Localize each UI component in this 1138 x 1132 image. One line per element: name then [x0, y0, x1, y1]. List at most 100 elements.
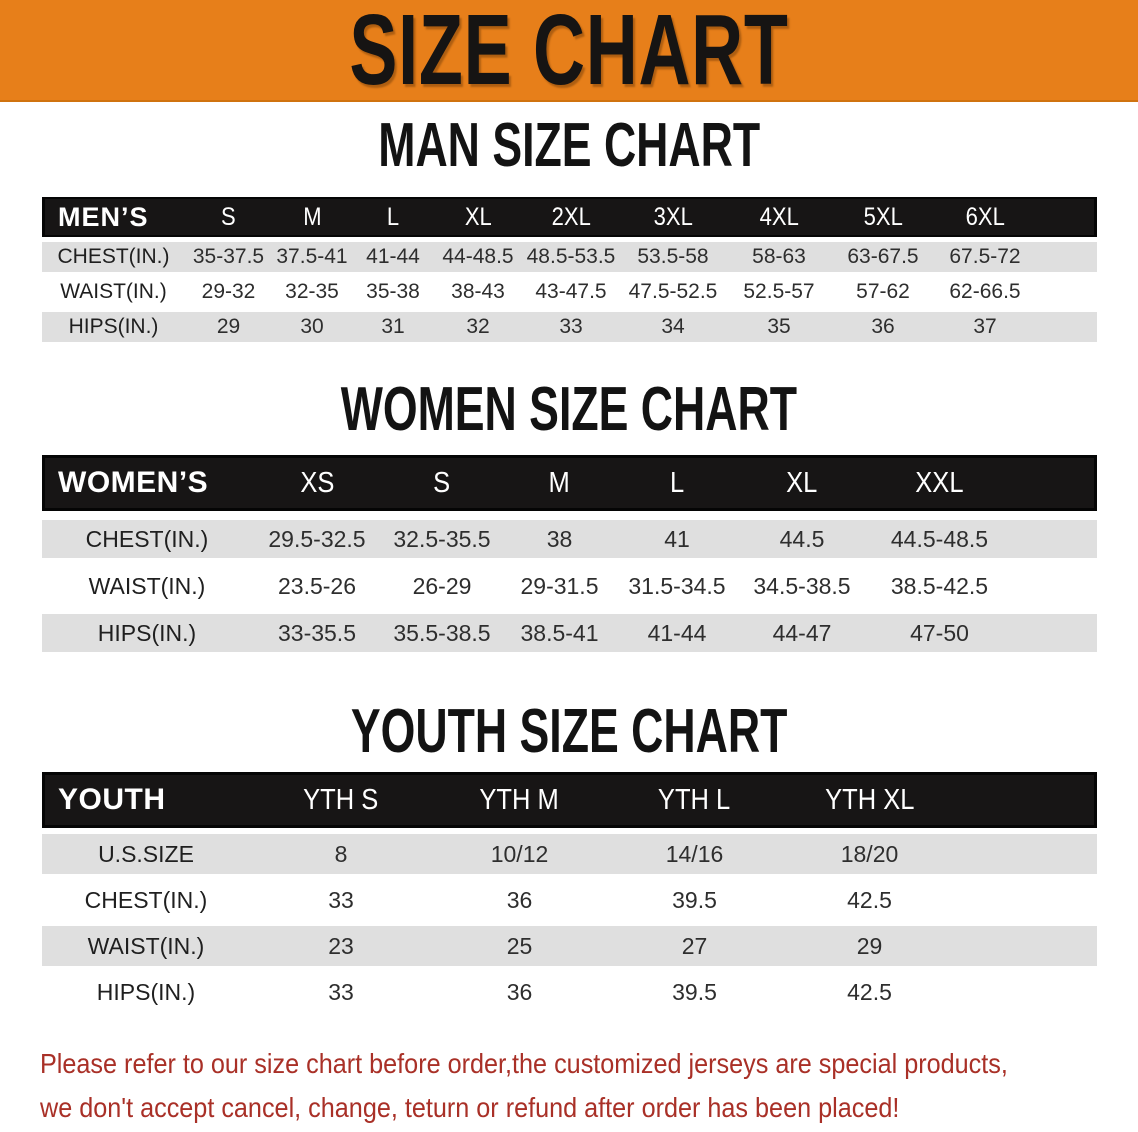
womens-table-label: WOMEN’S [42, 455, 252, 511]
size-value: 47-50 [867, 614, 1012, 652]
size-value: 36 [832, 312, 934, 342]
size-value: 63-67.5 [832, 242, 934, 272]
size-value: 29.5-32.5 [252, 520, 382, 558]
column-header-label: YTH L [658, 783, 731, 816]
mens-row-waist-in: WAIST(IN.) 29-32 32-35 35-38 38-43 43-47.5 47.… [42, 277, 1097, 307]
size-value: 58-63 [726, 242, 832, 272]
spacer-cell [1012, 520, 1097, 558]
size-value: 44.5-48.5 [867, 520, 1012, 558]
size-value: 39.5 [607, 880, 782, 920]
spacer-cell [957, 972, 1097, 1012]
size-value: 29 [185, 312, 272, 342]
size-value: 33 [250, 880, 432, 920]
size-value: 23.5-26 [252, 567, 382, 605]
size-value: 53.5-58 [620, 242, 726, 272]
mens-row-chest-in: CHEST(IN.) 35-37.5 37.5-41 41-44 44-48.5 48.5… [42, 242, 1097, 272]
row-label: WAIST(IN.) [42, 277, 185, 307]
size-value: 44-47 [737, 614, 867, 652]
disclaimer-line2-text: we don't accept cancel, change, teturn o… [40, 1092, 900, 1123]
disclaimer-line1-text: Please refer to our size chart before or… [40, 1048, 1008, 1079]
disclaimer-line2: we don't accept cancel, change, teturn o… [40, 1086, 1138, 1130]
size-value: 33 [522, 312, 620, 342]
spacer-cell [1036, 242, 1097, 272]
spacer-cell [1012, 567, 1097, 605]
row-label: CHEST(IN.) [42, 242, 185, 272]
size-value: 57-62 [832, 277, 934, 307]
size-value: 35.5-38.5 [382, 614, 502, 652]
banner: SIZE CHART [0, 0, 1138, 106]
size-value: 35 [726, 312, 832, 342]
column-header-label: S [433, 466, 451, 499]
column-header-label: L [669, 466, 685, 499]
column-header-label: YTH XL [824, 783, 915, 816]
column-header-xxl: XXL [867, 455, 1012, 511]
size-value: 33-35.5 [252, 614, 382, 652]
size-value: 29 [782, 926, 957, 966]
column-header-label: YTH M [479, 783, 560, 816]
column-header-5xl: 5XL [832, 197, 934, 237]
size-value: 31 [352, 312, 434, 342]
womens-size-table: WOMEN’S XS S M L XL XXL CHEST(IN.) 29.5-32.5 32.5… [42, 446, 1097, 661]
youth-row-hips-in: HIPS(IN.) 33 36 39.5 42.5 [42, 972, 1097, 1012]
size-value: 44-48.5 [434, 242, 522, 272]
size-value: 36 [432, 880, 607, 920]
disclaimer: Please refer to our size chart before or… [40, 1042, 1138, 1130]
column-header-3xl: 3XL [620, 197, 726, 237]
youth-section-heading: YOUTH SIZE CHART [0, 701, 1138, 763]
size-value: 8 [250, 834, 432, 874]
column-header-yth-l: YTH L [607, 772, 782, 828]
size-value: 44.5 [737, 520, 867, 558]
womens-size-table-container: WOMEN’S XS S M L XL XXL CHEST(IN.) 29.5-32.5 32.5… [42, 446, 1097, 661]
size-value: 18/20 [782, 834, 957, 874]
column-header-s: S [382, 455, 502, 511]
women-section-heading-text: WOMEN SIZE CHART [340, 375, 798, 444]
column-header-label: XL [786, 466, 818, 499]
spacer-cell [1012, 614, 1097, 652]
youth-row-waist-in: WAIST(IN.) 23 25 27 29 [42, 926, 1097, 966]
youth-table-label: YOUTH [42, 772, 250, 828]
size-value: 38 [502, 520, 617, 558]
size-value: 27 [607, 926, 782, 966]
size-value: 48.5-53.5 [522, 242, 620, 272]
size-value: 32-35 [272, 277, 352, 307]
size-value: 36 [432, 972, 607, 1012]
size-value: 38.5-41 [502, 614, 617, 652]
size-value: 67.5-72 [934, 242, 1036, 272]
spacer-cell [957, 772, 1097, 828]
man-section-heading: MAN SIZE CHART [0, 115, 1138, 177]
column-header-label: 6XL [965, 202, 1005, 231]
size-value: 42.5 [782, 972, 957, 1012]
women-section-heading: WOMEN SIZE CHART [0, 375, 1138, 444]
size-value: 37.5-41 [272, 242, 352, 272]
womens-row-hips-in: HIPS(IN.) 33-35.5 35.5-38.5 38.5-41 41-44 44-… [42, 614, 1097, 652]
youth-header-row: YOUTH YTH S YTH M YTH L YTH XL [42, 772, 1097, 828]
row-label: HIPS(IN.) [42, 614, 252, 652]
mens-table-label: MEN’S [42, 197, 185, 237]
column-header-yth-s: YTH S [250, 772, 432, 828]
size-value: 42.5 [782, 880, 957, 920]
youth-row-u-s-size: U.S.SIZE 8 10/12 14/16 18/20 [42, 834, 1097, 874]
size-value: 38-43 [434, 277, 522, 307]
youth-size-table: YOUTH YTH S YTH M YTH L YTH XL U.S.SIZE 8 10/12… [42, 766, 1097, 1018]
spacer-cell [957, 834, 1097, 874]
size-value: 41-44 [352, 242, 434, 272]
column-header-2xl: 2XL [522, 197, 620, 237]
spacer-cell [957, 926, 1097, 966]
youth-size-table-container: YOUTH YTH S YTH M YTH L YTH XL U.S.SIZE 8 10/12… [42, 766, 1097, 1018]
size-value: 29-32 [185, 277, 272, 307]
spacer-cell [1036, 312, 1097, 342]
column-header-label: XL [464, 202, 492, 231]
size-value: 38.5-42.5 [867, 567, 1012, 605]
mens-size-table-container: MEN’S S M L XL 2XL 3XL 4XL 5XL 6XL CHEST(IN.) 35-37… [42, 192, 1097, 347]
column-header-m: M [272, 197, 352, 237]
size-value: 39.5 [607, 972, 782, 1012]
size-value: 41-44 [617, 614, 737, 652]
row-label: WAIST(IN.) [42, 926, 250, 966]
column-header-l: L [352, 197, 434, 237]
row-label: CHEST(IN.) [42, 520, 252, 558]
size-value: 25 [432, 926, 607, 966]
size-value: 30 [272, 312, 352, 342]
column-header-label: XS [299, 466, 335, 499]
size-value: 37 [934, 312, 1036, 342]
column-header-label: M [302, 202, 322, 231]
